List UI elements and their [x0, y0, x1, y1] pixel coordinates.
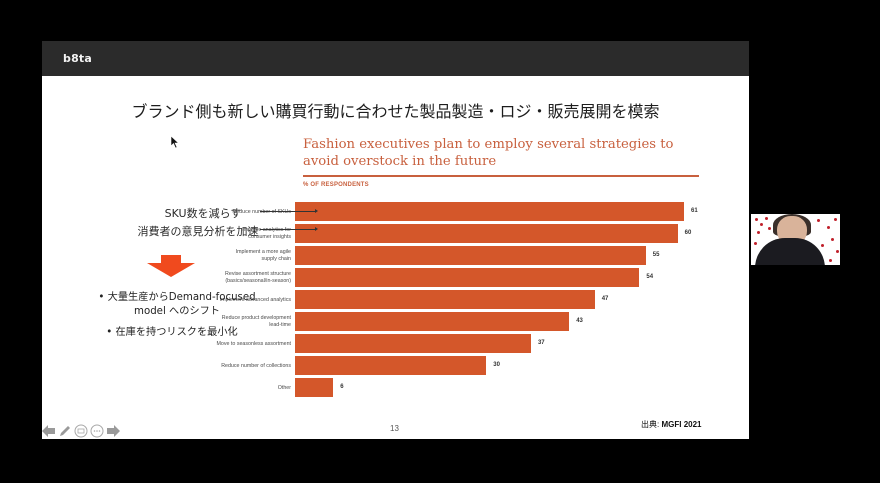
wallpaper-dot — [757, 231, 760, 234]
chart-bar-value: 55 — [652, 252, 660, 258]
chart-bar-row: Reduce number of collections 30 — [42, 356, 742, 376]
slide-header: b8ta — [42, 41, 749, 76]
webcam-video-thumbnail[interactable] — [751, 214, 840, 265]
wallpaper-dot — [831, 238, 834, 241]
wallpaper-dot — [829, 259, 832, 262]
chart-bar — [295, 202, 684, 221]
chart-bar — [295, 356, 487, 375]
person-body — [755, 238, 825, 265]
chart-title: Fashion executives plan to employ severa… — [303, 137, 674, 169]
chart-bar-label: Reduce product development lead-time — [221, 315, 291, 328]
chart-bar-value: 43 — [576, 318, 583, 324]
captions-icon[interactable] — [74, 424, 88, 438]
slide-window: b8ta ブランド側も新しい購買行動に合わせた製品製造・ロジ・販売展開を模索 F… — [42, 41, 749, 439]
wallpaper-dot — [768, 227, 771, 230]
chart-bar — [295, 290, 595, 309]
chart-bar — [295, 312, 570, 331]
wallpaper-dot — [836, 250, 839, 253]
more-options-icon[interactable] — [90, 424, 104, 438]
wallpaper-dot — [760, 223, 763, 226]
wallpaper-dot — [765, 217, 768, 220]
chart-bar-label: Implement advanced analytics — [219, 296, 291, 303]
annotation-arrow-insights — [260, 227, 318, 231]
chart-bar — [295, 334, 531, 353]
bullet-demand-focused: • 大量生産からDemand-focused model へのシフト — [82, 291, 272, 319]
chart-bar-row: Implement a more agile supply chain 55 — [42, 246, 742, 266]
chart-bar-value: 6 — [340, 384, 344, 390]
brand-logo: b8ta — [63, 52, 93, 65]
down-arrow-icon — [147, 255, 195, 277]
annotation-consumer-insights: 消費者の意見分析を加速 — [137, 225, 259, 238]
chart-bar — [295, 246, 646, 265]
bullet-line: • 大量生産からDemand-focused — [98, 292, 256, 303]
source-citation: 出典: MGFI 2021 — [641, 419, 701, 430]
chart-bar-row: Improve analytics for consumer insights 60 — [42, 224, 742, 244]
annotation-arrow-sku — [260, 209, 318, 213]
chart-bar-row: Implement advanced analytics 47 — [42, 290, 742, 310]
chart-bar-label: Revise assortment structure (basics/seaso… — [225, 271, 291, 284]
mouse-cursor-icon — [170, 135, 180, 149]
chart-bar-value: 54 — [646, 274, 654, 280]
wallpaper-dot — [817, 219, 820, 222]
chart-bar-row: Revise assortment structure (basics/seaso… — [42, 268, 742, 288]
chart-bar-label: Other — [277, 384, 291, 391]
slide-title: ブランド側も新しい購買行動に合わせた製品製造・ロジ・販売展開を模索 — [131, 102, 660, 121]
chart-bar-label: Reduce number of collections — [221, 362, 291, 369]
wallpaper-dot — [834, 218, 837, 221]
chart-bar-row: Reduce number of SKUs61 — [42, 202, 742, 222]
chart-bar-row: Other 6 — [42, 378, 742, 398]
chart-bar-row: Reduce product development lead-time 43 — [42, 312, 742, 332]
chart-bar-label: Move to seasonless assortment — [216, 340, 292, 347]
chart-bar — [295, 268, 640, 287]
chart-bar-label: Implement a more agile supply chain — [235, 249, 291, 262]
slide-nav-controls — [42, 424, 120, 438]
chart-bar-value: 30 — [493, 362, 500, 368]
chart-bar — [295, 378, 334, 397]
page-number: 13 — [390, 424, 399, 433]
wallpaper-dot — [754, 242, 757, 245]
annotation-sku: SKU数を減らす — [164, 207, 242, 220]
chart-bar-row: Move to seasonless assortment 37 — [42, 334, 742, 354]
wallpaper-dot — [827, 226, 830, 229]
prev-arrow-icon[interactable] — [42, 425, 56, 437]
source-value: MGFI 2021 — [661, 420, 702, 429]
wallpaper-dot — [755, 218, 758, 221]
chart-title-rule — [303, 175, 699, 177]
wallpaper-dot — [821, 244, 824, 247]
chart-bar-value: 37 — [537, 340, 545, 346]
pen-icon[interactable] — [58, 424, 72, 438]
chart-bar-value: 61 — [691, 208, 698, 214]
bullet-minimize-risk: • 在庫を持つリスクを最小化 — [106, 327, 238, 338]
chart-bar-value: 60 — [684, 230, 692, 236]
source-label: 出典: — [641, 420, 660, 429]
chart-subtitle: % OF RESPONDENTS — [303, 182, 369, 188]
chart-bar-label: Improve analytics for consumer insights — [242, 227, 291, 240]
chart-bar — [295, 224, 678, 243]
bullet-line: model へのシフト — [134, 306, 220, 317]
chart-bar-value: 47 — [601, 296, 609, 302]
next-arrow-icon[interactable] — [106, 425, 120, 437]
